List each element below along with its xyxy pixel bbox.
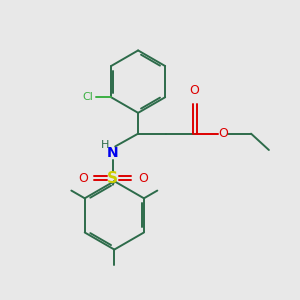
Text: N: N [107, 146, 119, 160]
Text: O: O [190, 84, 200, 98]
Text: O: O [138, 172, 148, 185]
Text: O: O [78, 172, 88, 185]
Text: O: O [218, 127, 228, 140]
Text: S: S [107, 171, 118, 186]
Text: H: H [101, 140, 110, 150]
Text: Cl: Cl [83, 92, 94, 102]
